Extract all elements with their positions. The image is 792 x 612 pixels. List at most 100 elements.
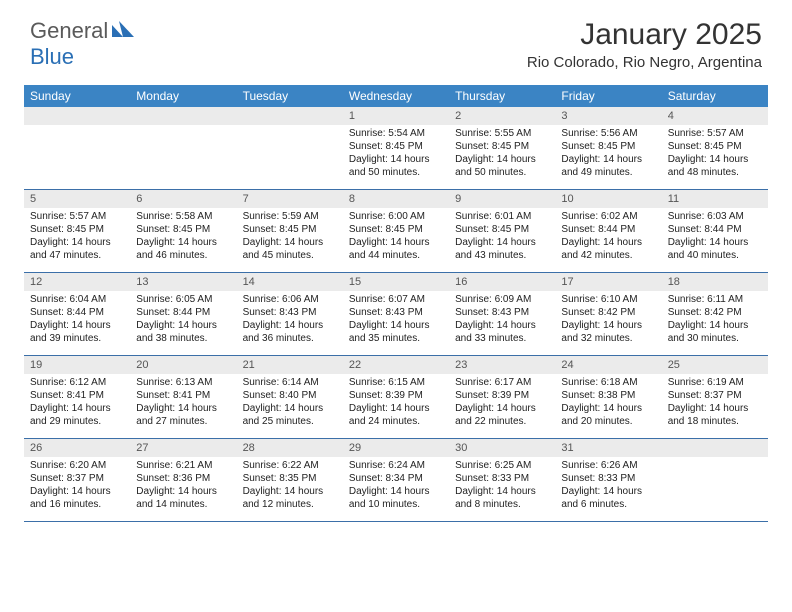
day-sunset: Sunset: 8:44 PM <box>136 306 230 319</box>
day-day2: and 36 minutes. <box>243 332 337 345</box>
day-day2: and 47 minutes. <box>30 249 124 262</box>
day-cell: 29 Sunrise: 6:24 AMSunset: 8:34 PMDayligh… <box>343 439 449 521</box>
day-day1: Daylight: 14 hours <box>668 402 762 415</box>
day-cell: 20 Sunrise: 6:13 AMSunset: 8:41 PMDayligh… <box>130 356 236 438</box>
day-number: 12 <box>24 273 130 291</box>
day-number: 10 <box>555 190 661 208</box>
day-sunset: Sunset: 8:40 PM <box>243 389 337 402</box>
day-sunrise: Sunrise: 6:00 AM <box>349 210 443 223</box>
weeks-container: 1Sunrise: 5:54 AMSunset: 8:45 PMDaylight… <box>24 107 768 522</box>
day-content: Sunrise: 6:22 AMSunset: 8:35 PMDaylight:… <box>237 459 343 515</box>
day-sunrise: Sunrise: 6:09 AM <box>455 293 549 306</box>
day-sunset: Sunset: 8:43 PM <box>349 306 443 319</box>
day-cell: 26Sunrise: 6:20 AMSunset: 8:37 PMDayligh… <box>24 439 130 521</box>
day-content: Sunrise: 6:12 AMSunset: 8:41 PMDaylight:… <box>24 376 130 432</box>
day-day2: and 10 minutes. <box>349 498 443 511</box>
day-cell: 22Sunrise: 6:15 AMSunset: 8:39 PMDayligh… <box>343 356 449 438</box>
day-content: Sunrise: 6:09 AMSunset: 8:43 PMDaylight:… <box>449 293 555 349</box>
day-day2: and 6 minutes. <box>561 498 655 511</box>
day-sunset: Sunset: 8:45 PM <box>455 223 549 236</box>
day-sunrise: Sunrise: 5:54 AM <box>349 127 443 140</box>
day-sunset: Sunset: 8:35 PM <box>243 472 337 485</box>
day-header: Friday <box>555 85 661 107</box>
day-content: Sunrise: 5:57 AMSunset: 8:45 PMDaylight:… <box>24 210 130 266</box>
day-sunrise: Sunrise: 5:55 AM <box>455 127 549 140</box>
day-day1: Daylight: 14 hours <box>668 236 762 249</box>
day-day1: Daylight: 14 hours <box>349 236 443 249</box>
day-header: Saturday <box>662 85 768 107</box>
day-sunset: Sunset: 8:42 PM <box>561 306 655 319</box>
day-cell: 8Sunrise: 6:00 AMSunset: 8:45 PMDaylight… <box>343 190 449 272</box>
day-header: Monday <box>130 85 236 107</box>
day-content: Sunrise: 5:59 AMSunset: 8:45 PMDaylight:… <box>237 210 343 266</box>
day-header: Thursday <box>449 85 555 107</box>
day-content: Sunrise: 5:56 AMSunset: 8:45 PMDaylight:… <box>555 127 661 183</box>
week-row: 12 Sunrise: 6:04 AMSunset: 8:44 PMDayligh… <box>24 273 768 356</box>
day-day1: Daylight: 14 hours <box>243 319 337 332</box>
day-cell: 14Sunrise: 6:06 AMSunset: 8:43 PMDayligh… <box>237 273 343 355</box>
day-cell: 10Sunrise: 6:02 AMSunset: 8:44 PMDayligh… <box>555 190 661 272</box>
day-content: Sunrise: 6:13 AMSunset: 8:41 PMDaylight:… <box>130 376 236 432</box>
day-number <box>24 107 130 125</box>
day-day2: and 42 minutes. <box>561 249 655 262</box>
day-day2: and 12 minutes. <box>243 498 337 511</box>
day-number: 8 <box>343 190 449 208</box>
day-content: Sunrise: 6:18 AMSunset: 8:38 PMDaylight:… <box>555 376 661 432</box>
day-day2: and 25 minutes. <box>243 415 337 428</box>
day-day1: Daylight: 14 hours <box>561 402 655 415</box>
day-day1: Daylight: 14 hours <box>561 236 655 249</box>
day-number: 29 <box>343 439 449 457</box>
day-number: 30 <box>449 439 555 457</box>
day-day1: Daylight: 14 hours <box>243 402 337 415</box>
day-cell: 17Sunrise: 6:10 AMSunset: 8:42 PMDayligh… <box>555 273 661 355</box>
day-sunrise: Sunrise: 6:13 AM <box>136 376 230 389</box>
day-sunset: Sunset: 8:33 PM <box>561 472 655 485</box>
day-cell <box>24 107 130 189</box>
day-content: Sunrise: 6:24 AMSunset: 8:34 PMDaylight:… <box>343 459 449 515</box>
day-day2: and 40 minutes. <box>668 249 762 262</box>
day-sunrise: Sunrise: 6:14 AM <box>243 376 337 389</box>
day-number <box>662 439 768 457</box>
day-content: Sunrise: 6:04 AMSunset: 8:44 PMDaylight:… <box>24 293 130 349</box>
day-cell: 27Sunrise: 6:21 AMSunset: 8:36 PMDayligh… <box>130 439 236 521</box>
day-sunset: Sunset: 8:45 PM <box>243 223 337 236</box>
day-sunrise: Sunrise: 6:07 AM <box>349 293 443 306</box>
day-day1: Daylight: 14 hours <box>455 402 549 415</box>
day-sunrise: Sunrise: 6:19 AM <box>668 376 762 389</box>
day-day2: and 49 minutes. <box>561 166 655 179</box>
day-day2: and 30 minutes. <box>668 332 762 345</box>
day-content: Sunrise: 6:21 AMSunset: 8:36 PMDaylight:… <box>130 459 236 515</box>
day-cell: 24Sunrise: 6:18 AMSunset: 8:38 PMDayligh… <box>555 356 661 438</box>
day-cell: 15Sunrise: 6:07 AMSunset: 8:43 PMDayligh… <box>343 273 449 355</box>
day-cell: 19Sunrise: 6:12 AMSunset: 8:41 PMDayligh… <box>24 356 130 438</box>
day-day1: Daylight: 14 hours <box>455 485 549 498</box>
day-cell: 7Sunrise: 5:59 AMSunset: 8:45 PMDaylight… <box>237 190 343 272</box>
day-sunrise: Sunrise: 6:24 AM <box>349 459 443 472</box>
week-row: 19Sunrise: 6:12 AMSunset: 8:41 PMDayligh… <box>24 356 768 439</box>
day-number: 4 <box>662 107 768 125</box>
logo-triangle-icon <box>112 21 134 42</box>
day-sunrise: Sunrise: 5:58 AM <box>136 210 230 223</box>
day-sunset: Sunset: 8:45 PM <box>561 140 655 153</box>
day-sunset: Sunset: 8:36 PM <box>136 472 230 485</box>
day-day2: and 50 minutes. <box>349 166 443 179</box>
day-day2: and 45 minutes. <box>243 249 337 262</box>
day-content: Sunrise: 6:20 AMSunset: 8:37 PMDaylight:… <box>24 459 130 515</box>
title-block: January 2025 Rio Colorado, Rio Negro, Ar… <box>527 18 762 71</box>
logo-blue: Blue <box>30 44 74 69</box>
day-day1: Daylight: 14 hours <box>349 153 443 166</box>
day-number: 20 <box>130 356 236 374</box>
day-number: 21 <box>237 356 343 374</box>
week-row: 26Sunrise: 6:20 AMSunset: 8:37 PMDayligh… <box>24 439 768 522</box>
day-header: Tuesday <box>237 85 343 107</box>
day-day2: and 38 minutes. <box>136 332 230 345</box>
day-sunrise: Sunrise: 6:21 AM <box>136 459 230 472</box>
day-day1: Daylight: 14 hours <box>668 153 762 166</box>
day-number: 28 <box>237 439 343 457</box>
day-day1: Daylight: 14 hours <box>455 319 549 332</box>
day-cell <box>662 439 768 521</box>
day-sunset: Sunset: 8:38 PM <box>561 389 655 402</box>
day-number: 9 <box>449 190 555 208</box>
day-day2: and 39 minutes. <box>30 332 124 345</box>
day-content: Sunrise: 6:19 AMSunset: 8:37 PMDaylight:… <box>662 376 768 432</box>
